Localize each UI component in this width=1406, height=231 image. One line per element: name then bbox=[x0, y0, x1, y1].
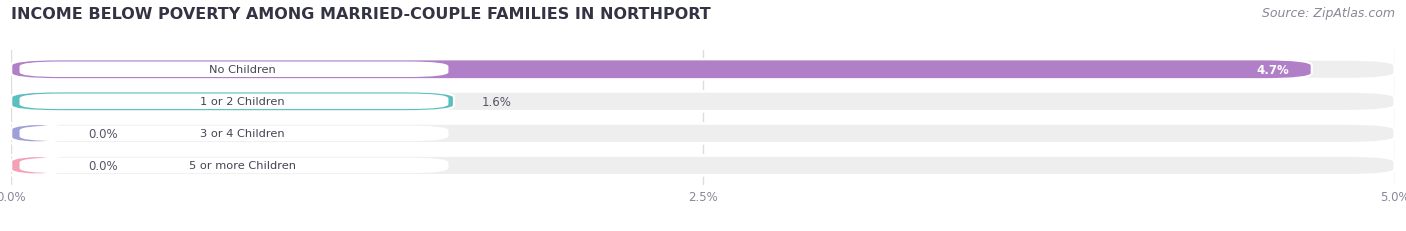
Text: 1.6%: 1.6% bbox=[482, 95, 512, 108]
FancyBboxPatch shape bbox=[11, 92, 454, 112]
Text: 0.0%: 0.0% bbox=[89, 159, 118, 172]
Text: INCOME BELOW POVERTY AMONG MARRIED-COUPLE FAMILIES IN NORTHPORT: INCOME BELOW POVERTY AMONG MARRIED-COUPL… bbox=[11, 7, 711, 22]
FancyBboxPatch shape bbox=[20, 62, 449, 78]
Text: 5 or more Children: 5 or more Children bbox=[188, 161, 295, 171]
Text: 0.0%: 0.0% bbox=[89, 127, 118, 140]
FancyBboxPatch shape bbox=[11, 124, 60, 144]
Text: 3 or 4 Children: 3 or 4 Children bbox=[200, 129, 284, 139]
FancyBboxPatch shape bbox=[11, 156, 60, 176]
Text: Source: ZipAtlas.com: Source: ZipAtlas.com bbox=[1261, 7, 1395, 20]
FancyBboxPatch shape bbox=[20, 126, 449, 141]
FancyBboxPatch shape bbox=[11, 124, 1395, 144]
FancyBboxPatch shape bbox=[20, 158, 449, 173]
Text: No Children: No Children bbox=[209, 65, 276, 75]
Text: 4.7%: 4.7% bbox=[1257, 64, 1289, 76]
FancyBboxPatch shape bbox=[11, 92, 1395, 112]
Text: 1 or 2 Children: 1 or 2 Children bbox=[200, 97, 284, 107]
FancyBboxPatch shape bbox=[11, 156, 1395, 176]
FancyBboxPatch shape bbox=[11, 60, 1395, 80]
FancyBboxPatch shape bbox=[11, 60, 1312, 80]
FancyBboxPatch shape bbox=[20, 94, 449, 109]
